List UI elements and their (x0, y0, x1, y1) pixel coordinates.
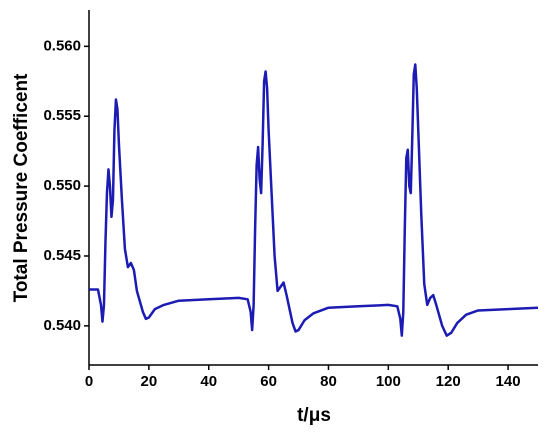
x-axis-label: t/μs (297, 405, 331, 426)
data-line (89, 63, 539, 337)
y-tick-label: 0.560 (43, 37, 81, 54)
x-tick-label: 100 (376, 373, 401, 390)
x-tick-label: 20 (141, 373, 158, 390)
x-tick-label: 40 (200, 373, 217, 390)
y-tick-label: 0.555 (43, 107, 81, 124)
x-tick-label: 140 (496, 373, 521, 390)
y-tick-label: 0.545 (43, 247, 81, 264)
y-tick-label: 0.550 (43, 177, 81, 194)
x-tick-label: 60 (260, 373, 277, 390)
y-axis-label: Total Pressure Coefficent (11, 73, 32, 302)
x-tick-label: 80 (320, 373, 337, 390)
x-tick-label: 0 (85, 373, 93, 390)
x-tick-label: 120 (436, 373, 461, 390)
y-tick-label: 0.540 (43, 317, 81, 334)
